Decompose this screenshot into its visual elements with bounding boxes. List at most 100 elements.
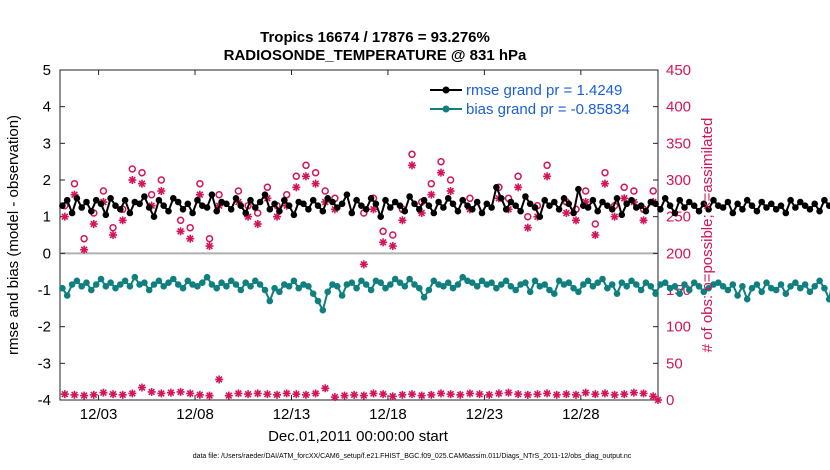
rmse-point bbox=[305, 206, 312, 213]
bias-point bbox=[628, 277, 635, 285]
bias-point bbox=[647, 283, 655, 290]
obs-low-marker bbox=[581, 388, 590, 397]
rmse-point bbox=[256, 198, 264, 206]
bias-point bbox=[623, 283, 630, 290]
obs-possible-marker bbox=[109, 223, 117, 232]
obs-low-marker bbox=[147, 387, 156, 396]
rmse-point bbox=[396, 202, 404, 209]
rmse-point bbox=[117, 206, 124, 213]
bias-point bbox=[642, 279, 650, 287]
obs-possible-marker bbox=[446, 176, 455, 184]
plot-area bbox=[59, 69, 659, 401]
y-right-tick-label: 250 bbox=[666, 209, 691, 226]
bias-point bbox=[729, 281, 737, 288]
rmse-point bbox=[541, 196, 548, 204]
bias-point bbox=[362, 281, 370, 288]
rmse-point bbox=[464, 202, 471, 209]
rmse-point bbox=[526, 200, 534, 208]
bias-point bbox=[145, 286, 153, 294]
rmse-point bbox=[753, 207, 761, 215]
rmse-point bbox=[695, 207, 703, 215]
rmse-point bbox=[681, 204, 688, 211]
rmse-point bbox=[594, 207, 601, 215]
rmse-point bbox=[531, 204, 539, 211]
bias-point bbox=[208, 281, 216, 288]
bias-point bbox=[589, 283, 597, 290]
rmse-point bbox=[362, 206, 370, 213]
obs-assimilated-marker bbox=[195, 190, 204, 199]
obs-low-marker bbox=[494, 389, 503, 398]
rmse-point bbox=[483, 200, 491, 208]
bias-point bbox=[334, 283, 341, 290]
obs-low-marker bbox=[654, 396, 662, 404]
rmse-point bbox=[657, 206, 664, 213]
bias-point bbox=[179, 284, 187, 292]
bias-series bbox=[59, 273, 830, 314]
bias-point bbox=[565, 279, 573, 287]
bias-point bbox=[377, 279, 385, 287]
rmse-point bbox=[637, 202, 645, 209]
obs-assimilated-marker bbox=[427, 190, 436, 199]
rmse-point bbox=[136, 200, 143, 208]
bias-point bbox=[425, 286, 433, 294]
bias-point bbox=[498, 281, 505, 288]
rmse-point bbox=[589, 196, 597, 204]
obs-assimilated-marker bbox=[436, 168, 445, 177]
rmse-point bbox=[806, 206, 814, 213]
bias-point bbox=[194, 283, 201, 290]
obs-possible-marker bbox=[389, 231, 397, 239]
obs-assimilated-marker bbox=[176, 227, 185, 236]
bias-point bbox=[637, 286, 645, 294]
obs-low-marker bbox=[301, 390, 310, 399]
bias-point bbox=[382, 284, 389, 292]
rmse-point bbox=[449, 200, 457, 208]
x-tick-label: 12/28 bbox=[562, 406, 600, 423]
rmse-point bbox=[700, 200, 708, 208]
rmse-point bbox=[825, 202, 830, 209]
rmse-point bbox=[338, 200, 346, 208]
bias-point bbox=[314, 297, 322, 305]
rmse-point bbox=[343, 191, 351, 198]
rmse-point bbox=[141, 193, 148, 200]
x-axis-label: Dec.01,2011 00:00:00 start bbox=[268, 428, 449, 445]
obs-assimilated-marker bbox=[523, 223, 532, 232]
rmse-point bbox=[710, 196, 717, 204]
obs-possible-marker bbox=[263, 183, 272, 192]
rmse-point bbox=[420, 196, 428, 204]
rmse-point bbox=[821, 196, 828, 204]
obs-possible-marker bbox=[591, 220, 600, 228]
obs-low-marker bbox=[436, 389, 445, 398]
rmse-series bbox=[59, 184, 830, 220]
obs-possible-marker bbox=[514, 172, 522, 181]
bias-point bbox=[63, 292, 71, 299]
bias-point bbox=[237, 286, 245, 294]
x-axis-ticks: 12/03 12/08 12/13 12/18 12/23 12/28 bbox=[80, 70, 600, 423]
rmse-point bbox=[536, 213, 544, 220]
bias-point bbox=[758, 288, 765, 296]
bias-point bbox=[88, 286, 95, 294]
obs-assimilated-marker bbox=[311, 179, 320, 188]
rmse-point bbox=[300, 200, 307, 208]
obs-low-marker bbox=[224, 391, 233, 400]
legend-bias-marker bbox=[442, 105, 450, 113]
rmse-point bbox=[661, 195, 669, 202]
bias-point bbox=[690, 279, 698, 287]
obs-low-marker bbox=[417, 391, 426, 400]
obs-low-marker bbox=[485, 390, 494, 399]
y-left-tick-label: 5 bbox=[43, 62, 51, 79]
obs-possible-marker bbox=[186, 223, 194, 232]
rmse-point bbox=[613, 195, 621, 202]
obs-assimilated-marker bbox=[128, 176, 137, 184]
bias-point bbox=[541, 281, 548, 288]
bias-point bbox=[618, 279, 626, 287]
rmse-point bbox=[743, 196, 751, 204]
rmse-point bbox=[435, 198, 442, 206]
obs-assimilated-marker bbox=[408, 161, 417, 170]
obs-possible-marker bbox=[176, 216, 185, 225]
rmse-point bbox=[546, 202, 553, 209]
rmse-point bbox=[425, 202, 433, 209]
rmse-point bbox=[739, 206, 746, 213]
legend-rmse-marker bbox=[442, 86, 450, 94]
bias-point bbox=[748, 284, 756, 292]
